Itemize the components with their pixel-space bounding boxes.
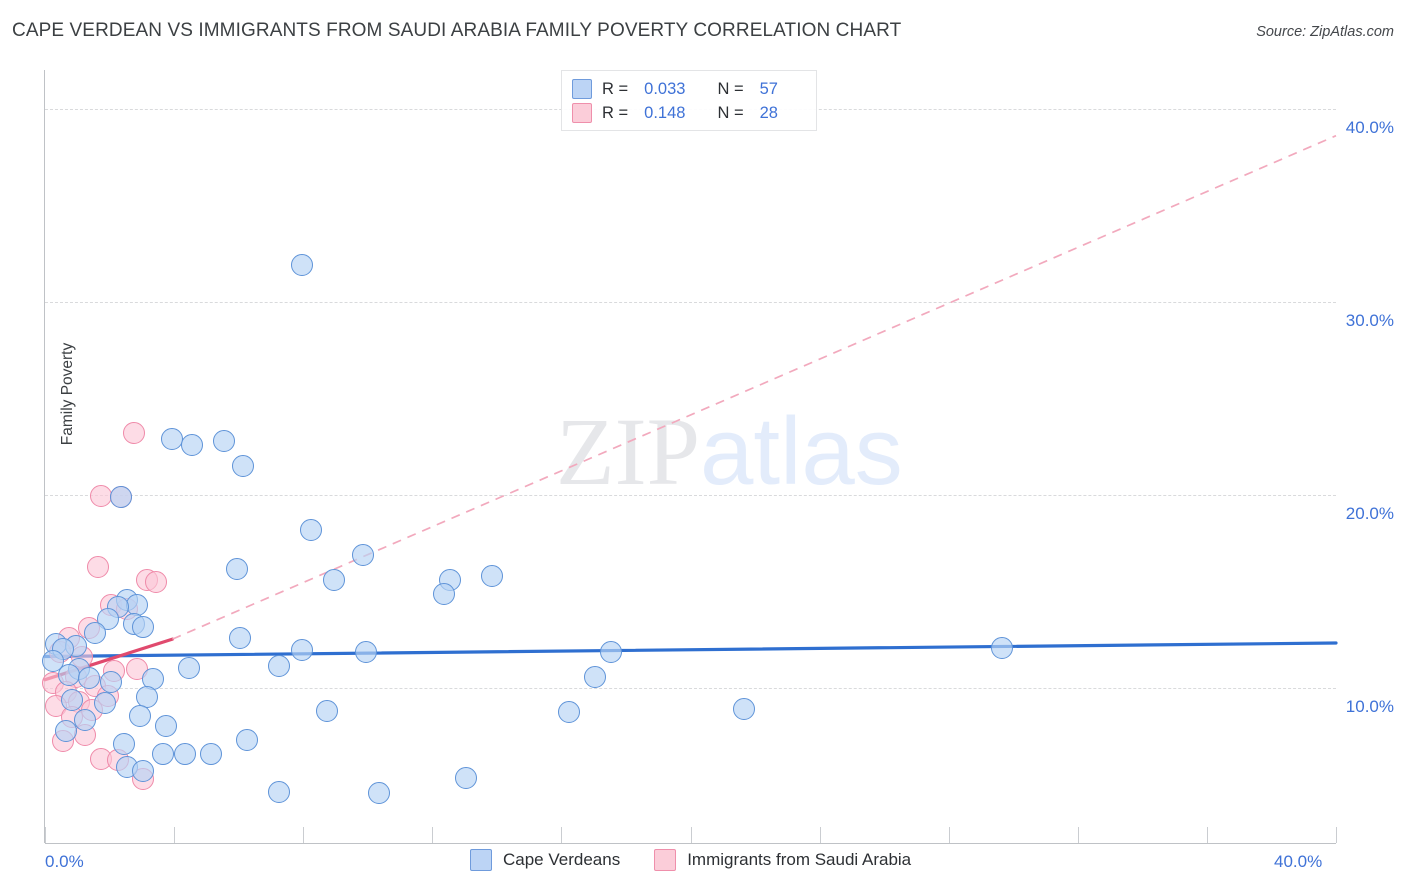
data-point-cape-verdeans[interactable]: [61, 688, 84, 711]
stats-r-label-0: R =: [602, 79, 629, 98]
data-point-saudi-arabia[interactable]: [87, 555, 110, 578]
source-attribution: Source: ZipAtlas.com: [1256, 24, 1394, 40]
data-point-cape-verdeans[interactable]: [368, 781, 391, 804]
y-tick-label-30.0%: 30.0%: [1345, 310, 1394, 330]
x-tick-label-0.0%: 0.0%: [45, 852, 84, 871]
page-title: CAPE VERDEAN VS IMMIGRANTS FROM SAUDI AR…: [12, 20, 902, 41]
x-axis-tick-0: [45, 827, 46, 843]
data-point-cape-verdeans[interactable]: [174, 743, 197, 766]
data-point-cape-verdeans[interactable]: [226, 557, 249, 580]
data-point-cape-verdeans[interactable]: [455, 767, 478, 790]
data-point-cape-verdeans[interactable]: [351, 544, 374, 567]
x-tick-label-40.0%: 40.0%: [1274, 852, 1323, 871]
y-tick-label-40.0%: 40.0%: [1345, 117, 1394, 137]
legend-swatch-cape-verdeans: [470, 849, 492, 871]
stats-swatch-cape-verdeans: [572, 79, 592, 99]
data-point-cape-verdeans[interactable]: [316, 699, 339, 722]
y-tick-label-20.0%: 20.0%: [1345, 504, 1394, 524]
data-point-cape-verdeans[interactable]: [155, 715, 178, 738]
legend-swatch-saudi-arabia: [654, 849, 677, 871]
x-axis-tick-10: [1336, 827, 1337, 843]
data-point-cape-verdeans[interactable]: [113, 733, 136, 756]
stats-n-label-1: N =: [717, 103, 744, 122]
data-point-cape-verdeans[interactable]: [267, 655, 290, 678]
stats-swatch-saudi-arabia: [572, 103, 592, 123]
legend-label-saudi-arabia: Immigrants from Saudi Arabia: [687, 850, 912, 869]
correlation-stats-box: R = 0.033 N = 57 R = 0.148 N = 28: [561, 70, 817, 131]
stats-r-value-0: 0.033: [644, 79, 686, 98]
data-point-cape-verdeans[interactable]: [232, 455, 255, 478]
data-point-cape-verdeans[interactable]: [100, 670, 123, 693]
zipatlas-watermark: ZIPatlas: [556, 404, 903, 500]
y-axis-title: Family Poverty: [59, 342, 76, 446]
x-axis-tick-5: [690, 827, 692, 843]
data-point-cape-verdeans[interactable]: [151, 743, 174, 766]
data-point-cape-verdeans[interactable]: [84, 622, 107, 645]
data-point-cape-verdeans[interactable]: [322, 569, 345, 592]
stats-row-saudi-arabia: R = 0.148 N = 28: [572, 101, 806, 125]
series-legend: Cape Verdeans Immigrants from Saudi Arab…: [470, 849, 945, 871]
data-point-cape-verdeans[interactable]: [290, 638, 313, 661]
stats-r-label-1: R =: [602, 103, 629, 122]
data-point-cape-verdeans[interactable]: [290, 254, 313, 277]
x-axis-tick-7: [948, 827, 950, 843]
data-point-cape-verdeans[interactable]: [109, 486, 132, 509]
data-point-cape-verdeans[interactable]: [42, 650, 65, 673]
legend-item-cape-verdeans[interactable]: Cape Verdeans: [470, 849, 620, 871]
data-point-cape-verdeans[interactable]: [74, 709, 97, 732]
data-point-cape-verdeans[interactable]: [600, 640, 623, 663]
y-tick-label-10.0%: 10.0%: [1345, 697, 1394, 717]
data-point-saudi-arabia[interactable]: [122, 422, 145, 445]
data-point-cape-verdeans[interactable]: [300, 518, 323, 541]
trendline-saudi-dashed: [172, 134, 1337, 640]
x-axis-tick-2: [303, 827, 305, 843]
data-point-cape-verdeans[interactable]: [235, 728, 258, 751]
data-point-cape-verdeans[interactable]: [355, 640, 378, 663]
stats-n-label-0: N =: [717, 79, 744, 98]
data-point-cape-verdeans[interactable]: [432, 582, 455, 605]
data-point-cape-verdeans[interactable]: [200, 743, 223, 766]
gridline-y-20.0%: [45, 495, 1336, 497]
data-point-cape-verdeans[interactable]: [54, 719, 77, 742]
data-point-cape-verdeans[interactable]: [180, 433, 203, 456]
x-axis-tick-6: [819, 827, 821, 843]
x-axis-tick-8: [1077, 827, 1079, 843]
x-axis-tick-3: [432, 827, 434, 843]
data-point-cape-verdeans[interactable]: [732, 697, 755, 720]
data-point-cape-verdeans[interactable]: [77, 666, 100, 689]
data-point-cape-verdeans[interactable]: [213, 430, 236, 453]
data-point-cape-verdeans[interactable]: [129, 705, 152, 728]
stats-row-cape-verdeans: R = 0.033 N = 57: [572, 77, 806, 101]
data-point-cape-verdeans[interactable]: [584, 665, 607, 688]
stats-n-value-0: 57: [759, 79, 778, 98]
data-point-cape-verdeans[interactable]: [177, 657, 200, 680]
x-axis-tick-4: [561, 827, 563, 843]
x-axis-line: [45, 843, 1336, 844]
y-axis-line: [44, 70, 45, 843]
watermark-zip: ZIP: [556, 398, 700, 505]
data-point-cape-verdeans[interactable]: [132, 760, 155, 783]
stats-n-value-1: 28: [759, 103, 778, 122]
data-point-cape-verdeans[interactable]: [481, 565, 503, 588]
data-point-cape-verdeans[interactable]: [58, 663, 81, 686]
data-point-cape-verdeans[interactable]: [990, 636, 1013, 659]
stats-r-value-1: 0.148: [644, 103, 686, 122]
watermark-atlas: atlas: [700, 398, 903, 505]
legend-label-cape-verdeans: Cape Verdeans: [503, 850, 621, 869]
data-point-saudi-arabia[interactable]: [145, 571, 168, 594]
data-point-cape-verdeans[interactable]: [558, 700, 581, 723]
data-point-cape-verdeans[interactable]: [132, 615, 155, 638]
x-axis-tick-1: [174, 827, 176, 843]
gridline-y-30.0%: [45, 301, 1336, 303]
gridline-y-10.0%: [45, 688, 1336, 690]
data-point-cape-verdeans[interactable]: [93, 691, 116, 714]
data-point-cape-verdeans[interactable]: [267, 780, 290, 803]
x-axis-tick-9: [1206, 827, 1208, 843]
data-point-cape-verdeans[interactable]: [229, 627, 252, 650]
legend-item-saudi-arabia[interactable]: Immigrants from Saudi Arabia: [654, 849, 911, 871]
